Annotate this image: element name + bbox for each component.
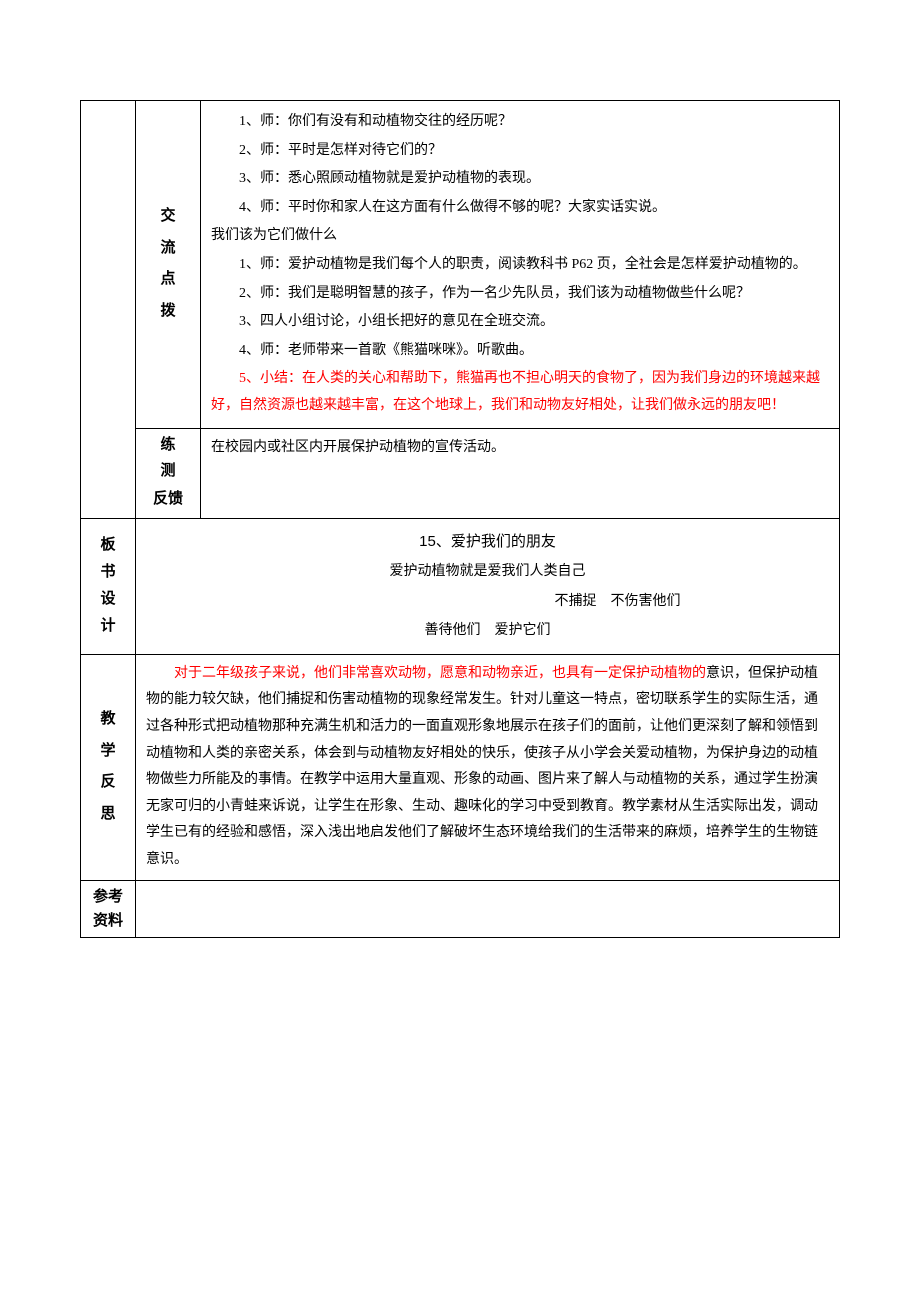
reflection-rest: 意识，但保护动植物的能力较欠缺，他们捕捉和伤害动植物的现象经常发生。针对儿童这一… [146, 666, 818, 867]
exchange-line2-4: 4、师：老师带来一首歌《熊猫咪咪》。听歌曲。 [211, 338, 829, 365]
content-practice: 在校园内或社区内开展保护动植物的宣传活动。 [201, 428, 840, 518]
row-board-design: 板 书 设 计 15、爱护我们的朋友 爱护动植物就是爱我们人类自己 不捕捉 不伤… [81, 518, 840, 654]
row-practice: 练测 反馈 在校园内或社区内开展保护动植物的宣传活动。 [81, 428, 840, 518]
row-references: 参考 资料 [81, 880, 840, 937]
reflection-lead: 对于二年级孩子来说，他们非常喜欢动物，愿意和动物亲近，也具有一定保护动植物的 [174, 666, 706, 681]
label-board: 板 书 设 计 [81, 518, 136, 654]
board-line-3: 善待他们 爱护它们 [146, 618, 829, 645]
content-board: 15、爱护我们的朋友 爱护动植物就是爱我们人类自己 不捕捉 不伤害他们 善待他们… [136, 518, 840, 654]
board-line-2: 不捕捉 不伤害他们 [146, 589, 829, 616]
exchange-line2-1: 1、师：爱护动植物是我们每个人的职责，阅读教科书 P62 页，全社会是怎样爱护动… [211, 252, 829, 279]
exchange-line-4: 4、师：平时你和家人在这方面有什么做得不够的呢？大家实话实说。 [211, 195, 829, 222]
lesson-plan-table: 交 流 点 拨 1、师：你们有没有和动植物交往的经历呢？ 2、师：平时是怎样对待… [80, 100, 840, 938]
content-references [136, 880, 840, 937]
exchange-line2-5-summary: 5、小结：在人类的关心和帮助下，熊猫再也不担心明天的食物了，因为我们身边的环境越… [211, 366, 829, 419]
label-references: 参考 资料 [81, 880, 136, 937]
exchange-line2-2: 2、师：我们是聪明智慧的孩子，作为一名少先队员，我们该为动植物做些什么呢？ [211, 281, 829, 308]
board-title: 15、爱护我们的朋友 [146, 528, 829, 557]
exchange-line-1: 1、师：你们有没有和动植物交往的经历呢？ [211, 109, 829, 136]
exchange-line2-3: 3、四人小组讨论，小组长把好的意见在全班交流。 [211, 309, 829, 336]
label-practice: 练测 反馈 [136, 428, 201, 518]
exchange-line-3: 3、师：悉心照顾动植物就是爱护动植物的表现。 [211, 166, 829, 193]
row-reflection: 教 学 反 思 对于二年级孩子来说，他们非常喜欢动物，愿意和动物亲近，也具有一定… [81, 654, 840, 880]
exchange-line-2: 2、师：平时是怎样对待它们的？ [211, 138, 829, 165]
label-exchange: 交 流 点 拨 [136, 101, 201, 429]
content-reflection: 对于二年级孩子来说，他们非常喜欢动物，愿意和动物亲近，也具有一定保护动植物的意识… [136, 654, 840, 880]
reflection-paragraph: 对于二年级孩子来说，他们非常喜欢动物，愿意和动物亲近，也具有一定保护动植物的意识… [146, 661, 829, 874]
content-exchange: 1、师：你们有没有和动植物交往的经历呢？ 2、师：平时是怎样对待它们的？ 3、师… [201, 101, 840, 429]
label-reflection: 教 学 反 思 [81, 654, 136, 880]
exchange-subhead: 我们该为它们做什么 [211, 223, 829, 250]
row-exchange: 交 流 点 拨 1、师：你们有没有和动植物交往的经历呢？ 2、师：平时是怎样对待… [81, 101, 840, 429]
left-column-blank [81, 101, 136, 519]
board-line-1: 爱护动植物就是爱我们人类自己 [146, 559, 829, 586]
